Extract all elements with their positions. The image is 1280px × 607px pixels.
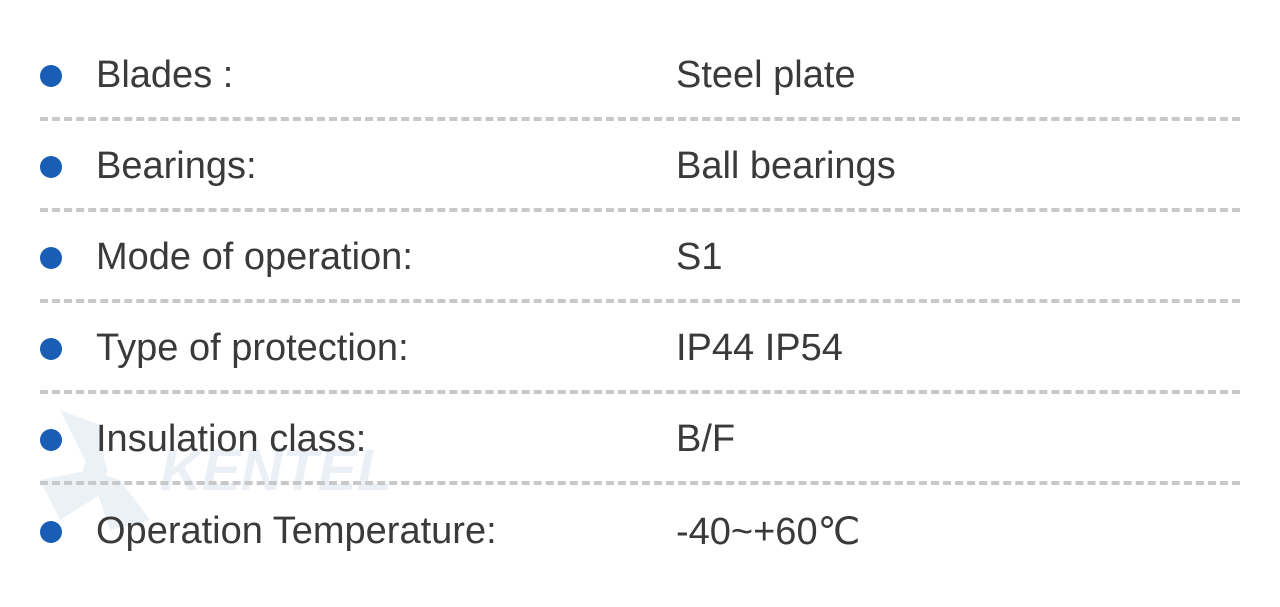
spec-row: Blades : Steel plate [40, 30, 1240, 121]
spec-row: Bearings: Ball bearings [40, 121, 1240, 212]
spec-label: Insulation class: [96, 418, 676, 461]
spec-row: Operation Temperature: -40~+60℃ [40, 485, 1240, 574]
bullet-icon [40, 338, 62, 360]
spec-value: Steel plate [676, 54, 856, 97]
spec-label: Mode of operation: [96, 236, 676, 279]
spec-label: Type of protection: [96, 327, 676, 370]
spec-value: Ball bearings [676, 145, 896, 188]
bullet-icon [40, 247, 62, 269]
spec-value: IP44 IP54 [676, 327, 843, 370]
spec-label: Bearings: [96, 145, 676, 188]
spec-value: S1 [676, 236, 722, 279]
spec-row: Mode of operation: S1 [40, 212, 1240, 303]
spec-label: Blades : [96, 54, 676, 97]
spec-value: B/F [676, 418, 735, 461]
spec-row: Insulation class: B/F [40, 394, 1240, 485]
spec-row: Type of protection: IP44 IP54 [40, 303, 1240, 394]
bullet-icon [40, 156, 62, 178]
spec-value: -40~+60℃ [676, 509, 860, 554]
spec-list: Blades : Steel plate Bearings: Ball bear… [40, 30, 1240, 574]
bullet-icon [40, 429, 62, 451]
bullet-icon [40, 521, 62, 543]
bullet-icon [40, 65, 62, 87]
spec-label: Operation Temperature: [96, 510, 676, 553]
